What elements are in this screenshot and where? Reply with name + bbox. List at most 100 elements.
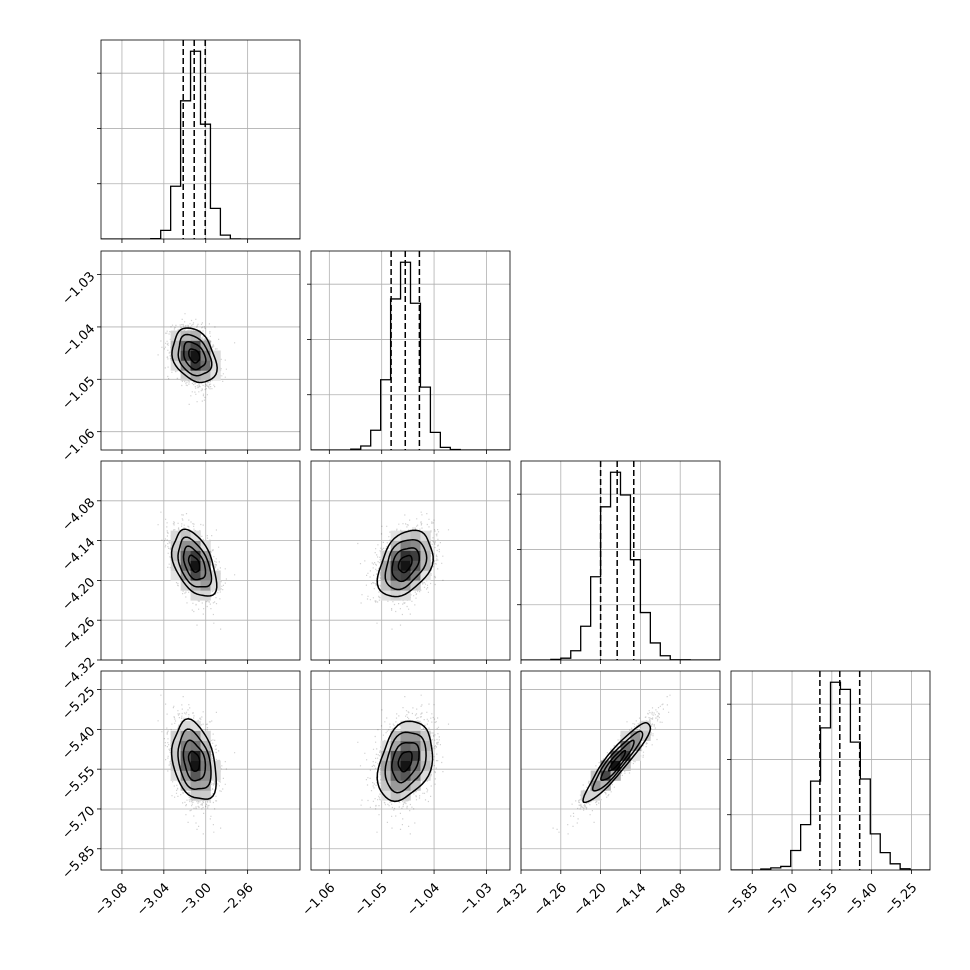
density-cell <box>640 730 651 741</box>
density-cell <box>420 570 431 581</box>
density-cell <box>410 540 421 551</box>
x-tick-label: −5.40 <box>842 880 881 919</box>
y-tick-label: −1.05 <box>60 374 99 413</box>
panel-1-1 <box>307 250 511 454</box>
y-tick-label: −5.70 <box>60 804 99 843</box>
density-cell <box>420 770 431 781</box>
x-tick-label: −4.08 <box>650 880 689 919</box>
contour-level-2 <box>591 730 644 792</box>
panel-frame <box>100 250 301 451</box>
density-cell <box>210 360 221 371</box>
panel-frame <box>310 460 511 661</box>
density-cell <box>380 590 391 601</box>
density-cell <box>390 750 401 761</box>
density-cell <box>180 570 191 581</box>
x-tick-label: −2.96 <box>218 880 257 919</box>
density-cell <box>190 360 201 371</box>
density-cell <box>410 750 421 761</box>
density-cell <box>400 570 411 581</box>
y-tick-label: −4.20 <box>60 575 99 614</box>
density-cell <box>600 760 611 771</box>
panel-0-0 <box>97 39 301 243</box>
density-cell <box>170 350 181 361</box>
density-cell <box>180 330 191 341</box>
contour-level-2 <box>177 333 213 377</box>
x-tick-label: −1.04 <box>404 880 443 919</box>
density-cell <box>390 760 401 771</box>
density-cell <box>590 790 601 801</box>
y-tick-label: −5.25 <box>60 684 99 723</box>
density-cell <box>580 790 591 801</box>
density-cell <box>190 590 201 601</box>
density-cell <box>190 730 201 741</box>
density-cell <box>190 340 201 351</box>
density-cell <box>390 780 401 791</box>
density-cell <box>410 730 421 741</box>
density-cell <box>190 570 201 581</box>
density-cell <box>190 720 201 731</box>
density-cell <box>180 720 191 731</box>
panel-frame <box>310 250 511 451</box>
density-cell <box>390 740 401 751</box>
density-cell <box>180 540 191 551</box>
contour-level-3 <box>376 529 434 598</box>
density-cell <box>180 550 191 561</box>
contour-level-3 <box>171 327 218 384</box>
density-cell <box>200 560 211 571</box>
density-cell <box>590 770 601 781</box>
panel-frame <box>520 460 721 661</box>
y-tick-label: −4.32 <box>60 655 99 694</box>
panel-3-1: −1.06 −1.05 −1.04 −1.03 <box>300 670 511 919</box>
density-cell <box>400 790 411 801</box>
density-cell <box>620 750 631 761</box>
density-cell <box>170 570 181 581</box>
density-cell <box>410 560 421 571</box>
density-cell <box>380 750 391 761</box>
x-tick-label: −4.32 <box>491 880 530 919</box>
panel-frame <box>100 670 301 871</box>
panel-2-2 <box>517 460 721 664</box>
contour-level-1 <box>183 340 207 371</box>
density-cell <box>180 350 191 361</box>
density-cell <box>420 550 431 561</box>
density-cell <box>620 730 631 741</box>
y-tick-label: −4.14 <box>60 535 99 574</box>
density-cell <box>170 560 181 571</box>
density-cell <box>380 550 391 561</box>
x-tick-label: −4.20 <box>571 880 610 919</box>
density-cell <box>200 750 211 761</box>
density-cell <box>180 340 191 351</box>
density-cell <box>410 770 421 781</box>
y-tick-label: −1.06 <box>60 426 99 465</box>
density-cell <box>180 730 191 741</box>
panel-frame <box>100 39 301 240</box>
panel-frame <box>310 670 511 871</box>
density-cell <box>200 770 211 781</box>
contour-level-0 <box>397 554 413 574</box>
contour-level-3 <box>376 720 434 803</box>
density-cell <box>170 340 181 351</box>
density-cell <box>390 560 401 571</box>
density-cell <box>390 730 401 741</box>
panel-3-2: −4.32 −4.26 −4.20 −4.14 −4.08 <box>491 670 721 919</box>
contour-level-0 <box>607 749 627 772</box>
density-cell <box>390 570 401 581</box>
density-cell <box>200 360 211 371</box>
density-cell <box>190 760 201 771</box>
density-cell <box>400 780 411 791</box>
x-tick-label: −1.03 <box>457 880 496 919</box>
density-cell <box>180 360 191 371</box>
x-tick-label: −3.04 <box>134 880 173 919</box>
density-cell <box>390 580 401 591</box>
panel-3-0: −5.85−5.70−5.55−5.40−5.25 −3.08 −3.04 −3.00… <box>60 670 301 919</box>
density-cell <box>380 580 391 591</box>
density-cell <box>400 540 411 551</box>
density-cell <box>400 560 411 571</box>
density-cell <box>410 740 421 751</box>
x-tick-label: −5.55 <box>802 880 841 919</box>
density-cell <box>180 530 191 541</box>
histogram <box>101 50 300 239</box>
density-cell <box>170 740 181 751</box>
density-cell <box>400 720 411 731</box>
density-cell <box>170 760 181 771</box>
